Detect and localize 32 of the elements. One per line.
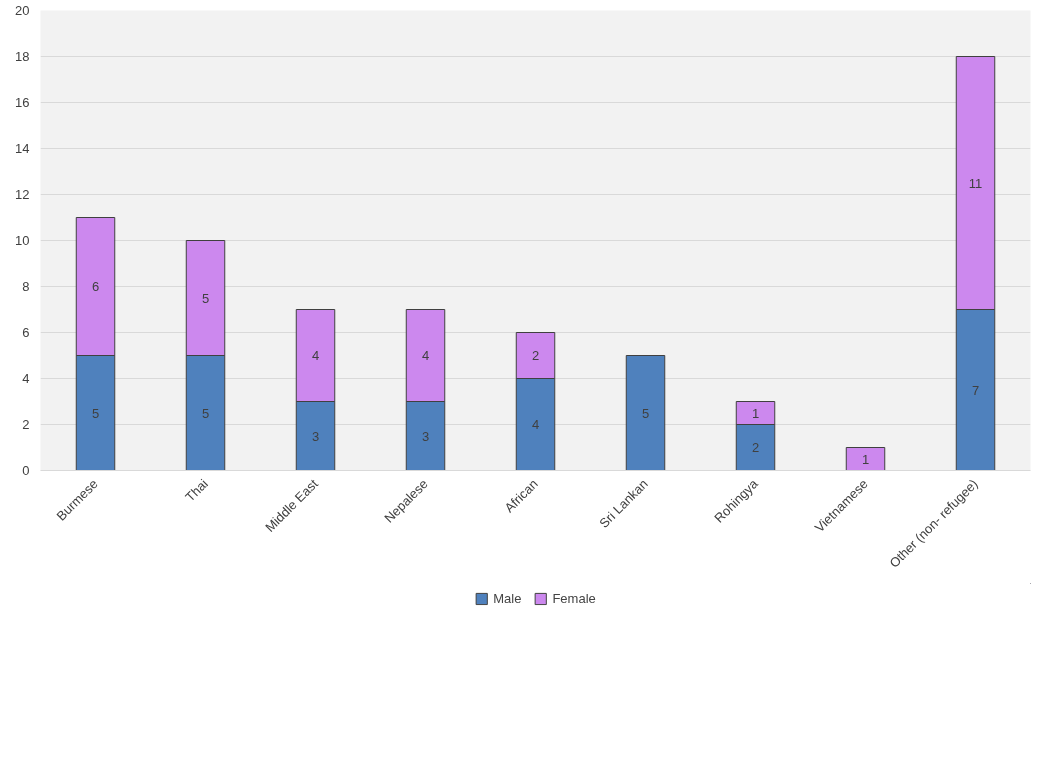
y-tick-label: 6 (22, 325, 30, 340)
data-label: 5 (641, 405, 650, 421)
y-tick-label: 10 (15, 233, 30, 248)
data-label: 3 (311, 428, 320, 444)
bar (845, 447, 886, 471)
data-label: 2 (751, 440, 760, 455)
x-tick-label: Thai (182, 476, 211, 505)
legend-label: Male (493, 590, 522, 606)
data-label: 5 (201, 405, 210, 421)
y-tick-label: 0 (22, 463, 30, 478)
y-tick-label: 2 (22, 417, 30, 432)
y-tick-label: 4 (22, 371, 30, 386)
data-label: 4 (311, 348, 320, 363)
data-label: 4 (531, 417, 540, 432)
data-label: 3 (421, 428, 430, 444)
data-label: 5 (91, 405, 100, 421)
data-label: 2 (531, 348, 540, 363)
data-label: 6 (91, 279, 100, 294)
y-tick-label: 14 (15, 141, 30, 156)
y-tick-label: 20 (15, 3, 30, 18)
data-label: 7 (971, 382, 980, 398)
data-label: 5 (201, 290, 210, 306)
bar (625, 355, 666, 471)
y-tick-label: 12 (15, 187, 30, 202)
data-label: 1 (861, 451, 870, 467)
legend-label: Female (552, 590, 596, 606)
y-tick-label: 18 (15, 49, 30, 64)
data-label: 4 (421, 348, 430, 363)
y-tick-label: 16 (15, 95, 30, 110)
data-label: 1 (751, 405, 760, 421)
y-tick-label: 8 (22, 279, 30, 294)
data-label: 11 (968, 175, 983, 191)
